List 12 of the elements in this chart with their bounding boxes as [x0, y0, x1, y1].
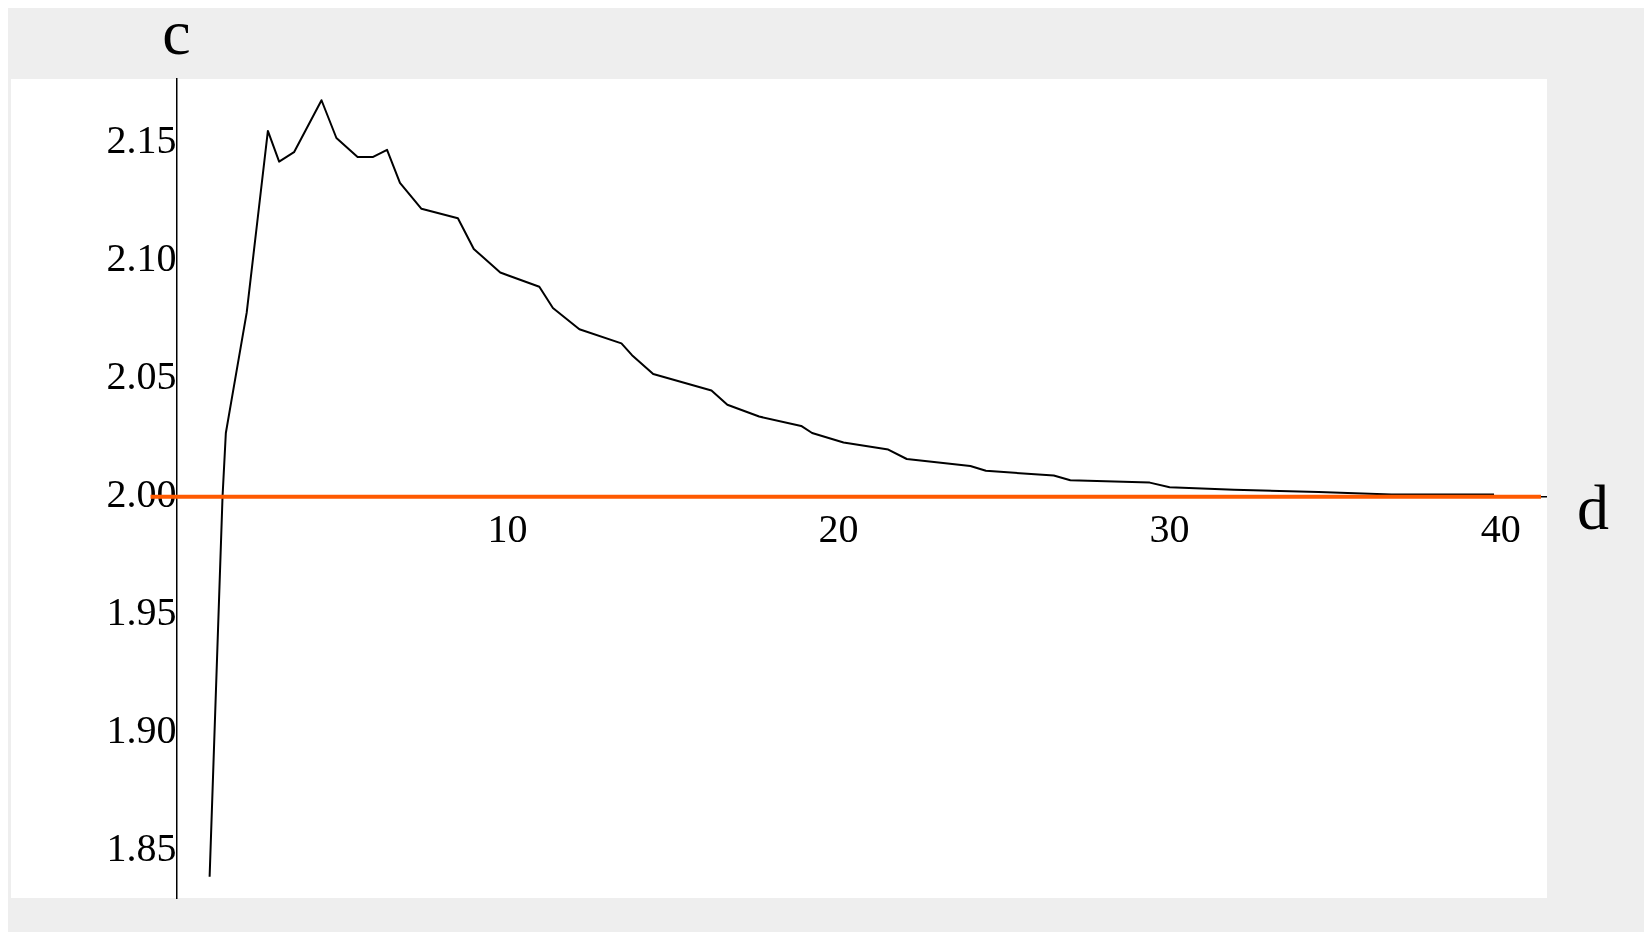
y-tick-label: 2.10: [106, 235, 177, 281]
x-tick-label: 30: [1149, 506, 1190, 552]
y-tick-label: 1.90: [106, 707, 177, 753]
y-tick-label: 2.15: [106, 117, 177, 163]
y-tick-label: 1.95: [106, 589, 177, 635]
y-tick-label: 2.05: [106, 353, 177, 399]
y-tick-label: 1.85: [106, 825, 177, 871]
x-tick-label: 10: [487, 506, 528, 552]
x-axis-title: d: [1577, 471, 1609, 543]
x-tick-label: 20: [818, 506, 859, 552]
y-axis-title: c: [162, 0, 191, 68]
x-tick-label: 40: [1480, 506, 1521, 552]
